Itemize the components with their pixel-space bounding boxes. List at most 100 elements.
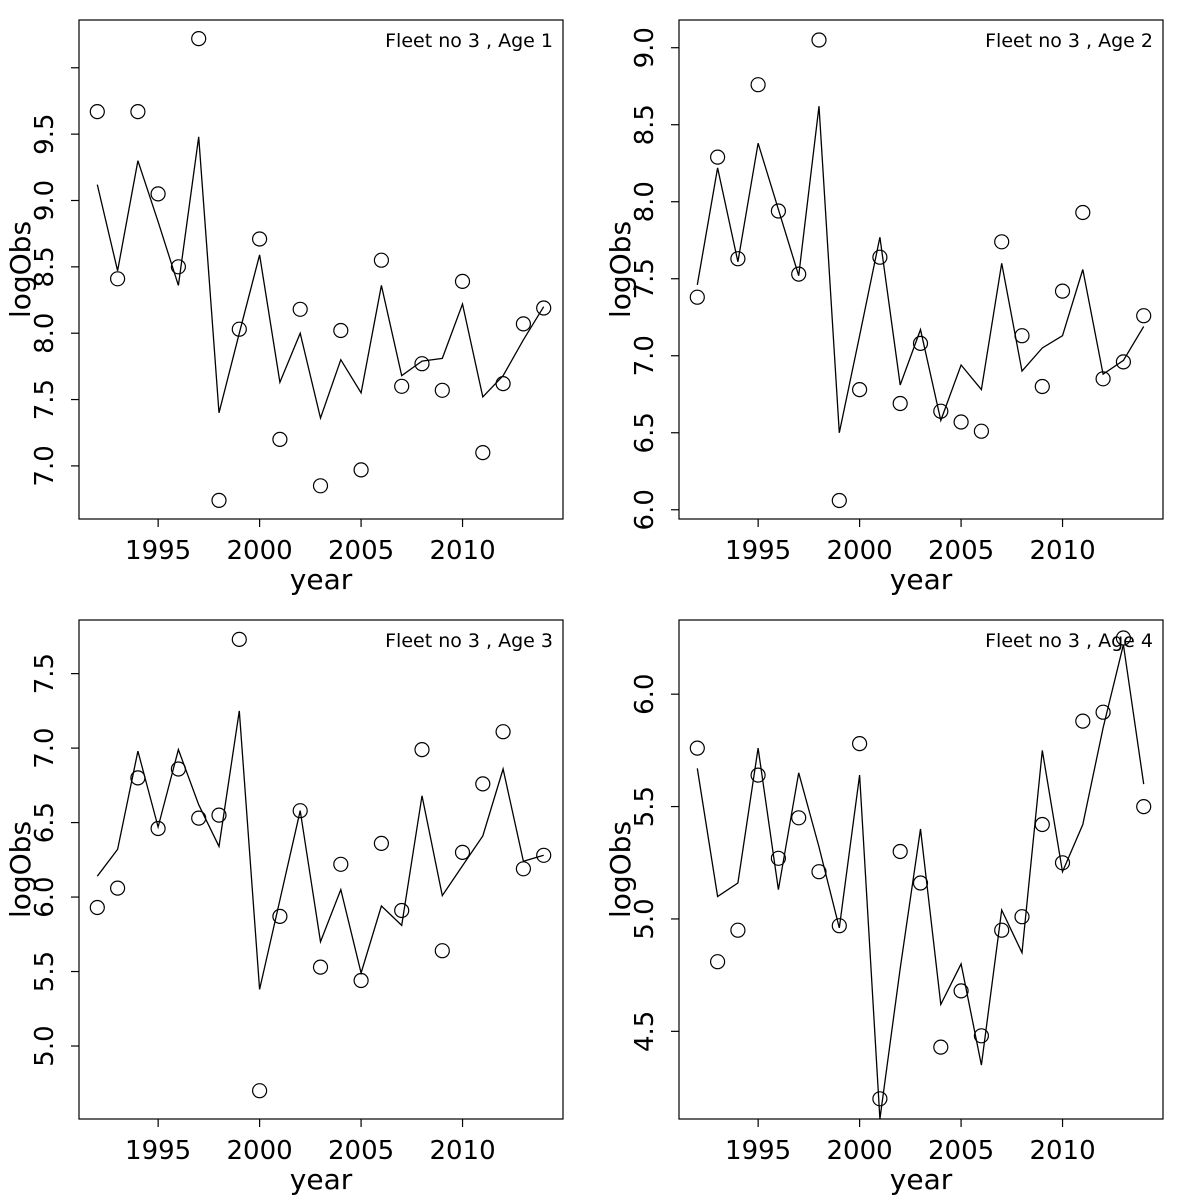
y-tick-label: 5.5 — [630, 786, 660, 827]
y-tick-label: 6.0 — [30, 876, 60, 917]
panel-background — [0, 0, 600, 600]
data-point-circle — [791, 266, 807, 282]
panel-background — [600, 0, 1200, 600]
x-tick-label: 1995 — [125, 1136, 191, 1166]
data-point-circle — [515, 316, 532, 332]
data-point-circle — [454, 273, 471, 289]
data-point-circle — [750, 767, 766, 783]
fitted-line — [96, 710, 544, 990]
data-point-circle — [536, 847, 552, 863]
data-point-circle — [1136, 308, 1152, 324]
data-point-circle — [252, 231, 268, 247]
y-tick-label: 7.5 — [30, 379, 60, 420]
data-point-circle — [973, 1028, 989, 1044]
data-point-circle — [231, 321, 247, 337]
data-point-circle — [373, 252, 389, 268]
data-point-circle — [953, 983, 969, 999]
x-tick-label: 1995 — [725, 1136, 791, 1166]
data-point-circle — [292, 803, 308, 819]
y-tick-label: 8.5 — [30, 246, 60, 287]
data-point-circle — [994, 922, 1010, 938]
data-point-circle — [312, 478, 329, 494]
data-point-circle — [892, 395, 908, 412]
data-point-circle — [353, 972, 369, 989]
data-point-circle — [536, 300, 552, 316]
data-point-circle — [1034, 816, 1050, 833]
data-point-circle — [252, 1083, 268, 1099]
data-point-circle — [689, 740, 705, 756]
data-point-circle — [495, 724, 511, 740]
data-point-circle — [912, 335, 929, 351]
data-point-circle — [811, 32, 827, 48]
data-point-circle — [475, 445, 491, 461]
y-axis-title: logObs — [4, 821, 37, 918]
data-point-circle — [394, 902, 410, 919]
x-tick-label: 2005 — [928, 536, 994, 566]
x-tick-label: 1995 — [725, 536, 791, 566]
data-point-circle — [709, 149, 726, 165]
data-point-circle — [150, 820, 166, 837]
data-point-circle — [130, 103, 146, 120]
data-point-circle — [994, 234, 1010, 250]
data-point-circle — [211, 807, 227, 823]
x-tick-label: 2005 — [928, 1136, 994, 1166]
data-point-circle — [272, 431, 288, 447]
data-point-circle — [811, 864, 827, 880]
y-tick-label: 7.0 — [630, 335, 660, 376]
data-point-circle — [373, 835, 389, 851]
data-point-circle — [150, 186, 166, 202]
x-tick-label: 2005 — [328, 536, 394, 566]
x-axis-title: year — [890, 1163, 953, 1196]
plot-box — [678, 19, 1164, 520]
data-point-circle — [933, 1039, 949, 1055]
y-axis-title: logObs — [4, 221, 37, 318]
y-tick-label: 7.5 — [630, 258, 660, 299]
data-point-circle — [730, 922, 746, 938]
data-point-circle — [394, 378, 410, 394]
x-tick-label: 2000 — [227, 1136, 293, 1166]
data-point-circle — [170, 259, 186, 275]
data-point-circle — [770, 850, 786, 866]
data-point-circle — [292, 301, 308, 317]
x-tick-label: 2000 — [827, 536, 893, 566]
data-point-circle — [211, 492, 227, 508]
data-point-circle — [1014, 909, 1030, 925]
y-tick-label: 8.5 — [630, 104, 660, 145]
y-tick-label: 9.0 — [30, 180, 60, 221]
data-point-circle — [515, 861, 532, 877]
data-point-circle — [414, 356, 430, 372]
y-axis-title: logObs — [604, 821, 637, 918]
data-point-circle — [892, 843, 908, 860]
data-point-circle — [191, 30, 207, 47]
y-tick-label: 7.0 — [30, 727, 60, 768]
data-point-circle — [170, 761, 186, 777]
panel-fleet3-age3: 1995 2000 2005 2010 5.0 5.5 6.0 6.5 7.0 7.5 year lo… — [0, 600, 600, 1200]
y-tick-label: 8.0 — [630, 181, 660, 222]
data-point-circle — [312, 959, 329, 975]
data-point-circle — [1075, 204, 1091, 221]
panel-fleet3-age4: 1995 2000 2005 2010 4.5 5.0 5.5 6.0 year logObs Fl… — [600, 600, 1200, 1200]
data-point-circle — [872, 1091, 888, 1107]
data-point-circle — [1054, 855, 1071, 871]
data-point-circle — [353, 462, 369, 478]
data-point-circle — [1054, 283, 1071, 299]
panel-title: Fleet no 3 , Age 3 — [385, 630, 553, 652]
data-point-circle — [872, 249, 888, 265]
data-point-circle — [231, 631, 247, 648]
data-point-circle — [709, 954, 726, 970]
y-tick-label: 9.5 — [30, 113, 60, 154]
y-tick-label: 6.0 — [630, 489, 660, 530]
data-point-circle — [434, 382, 450, 398]
data-point-circle — [333, 322, 349, 339]
data-point-circle — [1075, 713, 1091, 729]
data-point-circle — [130, 770, 146, 786]
x-axis-title: year — [290, 1163, 353, 1196]
data-point-circle — [973, 423, 989, 439]
y-tick-label: 6.5 — [30, 802, 60, 843]
data-point-circle — [689, 289, 705, 305]
data-point-circle — [933, 403, 949, 419]
data-point-circle — [191, 810, 207, 826]
panel-background — [0, 600, 600, 1200]
data-point-circle — [1095, 704, 1111, 720]
fitted-line — [696, 106, 1145, 433]
